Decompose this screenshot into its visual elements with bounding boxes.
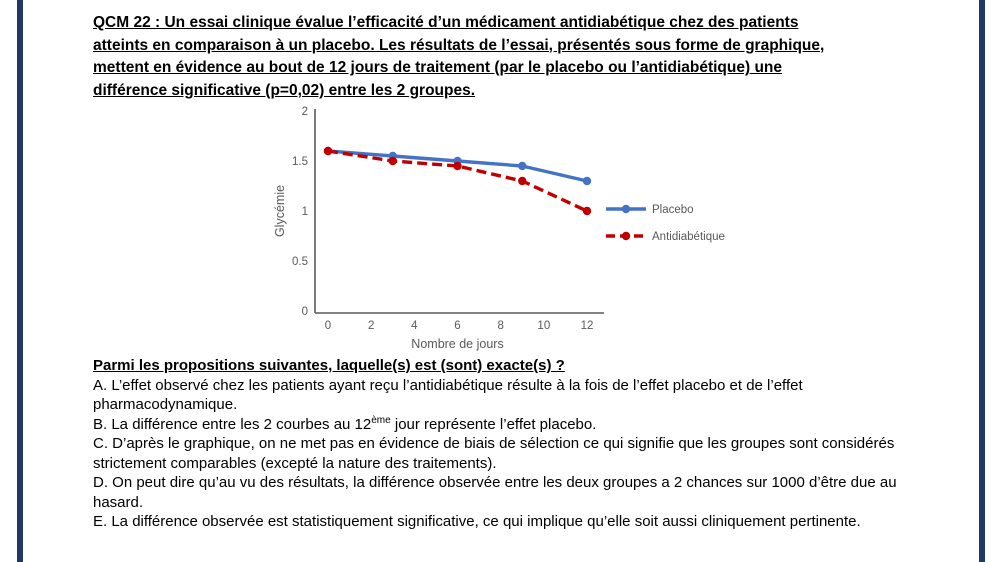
x-tick-label: 10: [537, 320, 550, 332]
x-tick-label: 4: [411, 320, 418, 332]
data-point-marker: [518, 176, 527, 186]
legend-marker: [621, 204, 631, 214]
page-border-right: [979, 0, 985, 562]
proposition-B: B. La différence entre les 2 courbes au …: [93, 414, 597, 433]
y-tick-label: 1.5: [292, 156, 308, 168]
proposition-A: A. L’effet observé chez les patients aya…: [93, 376, 803, 414]
data-point-marker: [582, 176, 592, 186]
data-point-marker: [453, 161, 462, 171]
y-tick-label: 1: [302, 206, 308, 218]
x-tick-label: 6: [454, 320, 460, 332]
data-point-marker: [323, 146, 333, 156]
statement-line: atteints en comparaison à un placebo. Le…: [93, 36, 825, 54]
legend-marker: [621, 231, 631, 241]
y-axis-title: Glycémie: [273, 185, 287, 237]
glycemia-chart-svg: 0 0.5 1 1.5 2 0 2 4 6 8 10 12 Nombre de jours Glycémi…: [273, 106, 725, 351]
data-point-marker: [518, 161, 527, 171]
proposition-C: C. D’après le graphique, on ne met pas e…: [93, 435, 895, 472]
question-statement: QCM 22 : Un essai clinique évalue l’effi…: [93, 12, 913, 102]
x-tick-label: 12: [581, 320, 594, 332]
page-border-left: [17, 0, 23, 562]
glycemia-chart: 0 0.5 1 1.5 2 0 2 4 6 8 10 12 Nombre de jours Glycémi…: [270, 100, 740, 358]
y-tick-label: 0.5: [292, 256, 308, 268]
y-tick-label: 0: [302, 306, 308, 318]
question-block: Parmi les propositions suivantes, laquel…: [93, 356, 901, 532]
legend-label: Antidiabétique: [652, 231, 725, 243]
x-axis-title: Nombre de jours: [411, 337, 503, 351]
question-prompt: Parmi les propositions suivantes, laquel…: [93, 357, 565, 374]
data-point-marker: [388, 156, 397, 166]
y-tick-label: 2: [302, 106, 308, 118]
x-tick-label: 2: [368, 320, 374, 332]
statement-line: mettent en évidence au bout de 12 jours …: [93, 59, 783, 76]
x-tick-label: 8: [497, 320, 503, 332]
data-point-marker: [582, 206, 592, 216]
statement-line: QCM 22 : Un essai clinique évalue l’effi…: [93, 14, 799, 31]
proposition-D: D. On peut dire qu’au vu des résultats, …: [93, 474, 897, 511]
propositions: A. L’effet observé chez les patients aya…: [93, 376, 901, 532]
statement-line: différence significative (p=0,02) entre …: [93, 81, 476, 99]
legend-label: Placebo: [652, 204, 694, 216]
proposition-E: E. La différence observée est statistiqu…: [93, 513, 861, 530]
x-tick-label: 0: [325, 320, 331, 332]
